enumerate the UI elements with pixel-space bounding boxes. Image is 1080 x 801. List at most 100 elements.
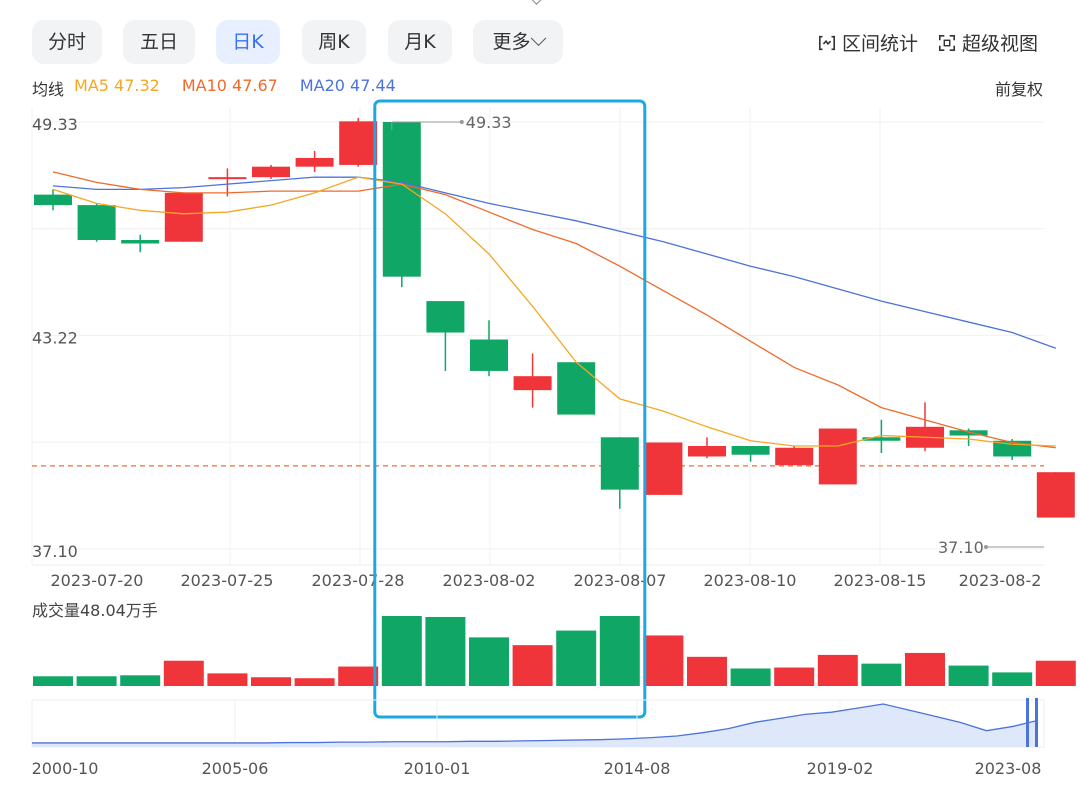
volume-bar — [512, 645, 553, 686]
super-view-label: 超级视图 — [962, 33, 1039, 55]
tab-label: 更多 — [492, 31, 531, 53]
volume-bar — [730, 668, 771, 686]
candle-body — [1036, 472, 1075, 518]
volume-bar — [469, 637, 509, 686]
x-tick-label: 2023-07-25 — [181, 571, 274, 590]
volume-bar — [338, 666, 379, 686]
overview-x-label: 2005-06 — [202, 759, 269, 778]
tab-five-day[interactable]: 五日 — [123, 20, 195, 64]
x-tick-label: 2023-07-28 — [312, 571, 405, 590]
candle-body — [208, 177, 247, 180]
bracket-wave-icon — [818, 35, 836, 50]
candle-body — [382, 122, 421, 277]
volume-label: 成交量48.04万手 — [32, 601, 158, 620]
volume-bar — [251, 677, 291, 686]
volume-bar — [948, 665, 989, 686]
max-price-annotation: 49.33 — [466, 113, 512, 132]
volume-bar — [861, 663, 902, 686]
overview-area — [32, 704, 1038, 747]
candle-body — [121, 240, 160, 244]
volume-bar — [381, 616, 422, 686]
volume-bar — [163, 660, 204, 686]
overview-x-label: 2023-08 — [975, 759, 1042, 778]
overview-x-label: 2014-08 — [604, 759, 671, 778]
interval-stats-label: 区间统计 — [842, 33, 919, 55]
ma10-line — [52, 171, 1056, 449]
volume-bar — [33, 676, 73, 686]
volume-bar — [992, 672, 1033, 686]
volume-bar — [425, 616, 466, 686]
volume-bar — [207, 673, 248, 686]
ma20-legend: MA20 47.44 — [299, 76, 396, 95]
volume-bar — [643, 635, 684, 686]
x-tick-label: 2023-08-07 — [574, 571, 667, 590]
candle-body — [34, 194, 72, 206]
tab-monthly-k[interactable]: 月K — [388, 20, 452, 64]
volume-bar — [817, 654, 858, 686]
super-view-button[interactable]: 超级视图 — [938, 29, 1038, 56]
overview-handle-right — [1035, 698, 1038, 747]
price-adjust-toggle[interactable]: 前复权 — [995, 76, 1043, 100]
tab-label: 日K — [232, 31, 264, 53]
tab-weekly-k[interactable]: 周K — [302, 20, 366, 64]
x-tick-label: 2023-07-20 — [51, 571, 144, 590]
volume-bar — [294, 678, 335, 686]
ma5-line — [52, 176, 1056, 447]
min-price-annotation: 37.10 — [938, 538, 984, 557]
tab-daily-k[interactable]: 日K — [216, 20, 280, 64]
price-adjust-label: 前复权 — [994, 80, 1043, 99]
price-axis-label-max: 49.33 — [32, 115, 78, 134]
max-annotation-dot — [459, 120, 464, 124]
tab-label: 分时 — [47, 31, 86, 53]
x-tick-label: 2023-08-10 — [704, 571, 797, 590]
volume-bar — [687, 656, 727, 686]
candle-body — [862, 437, 901, 441]
overview-x-label: 2019-02 — [807, 759, 874, 778]
volume-bar — [774, 667, 815, 686]
candle-body — [949, 430, 988, 436]
tab-label: 周K — [318, 31, 350, 53]
candle-body — [731, 446, 770, 455]
overview-x-label: 2010-01 — [404, 759, 471, 778]
volume-bar — [556, 630, 597, 686]
candle-body — [557, 362, 596, 415]
ma20-line — [52, 176, 1057, 349]
selection-highlight-box — [373, 99, 647, 719]
x-tick-label: 2023-08-2 — [959, 571, 1042, 590]
tab-more[interactable]: 更多 — [473, 20, 563, 64]
volume-bar — [905, 652, 945, 686]
candle-body — [252, 166, 290, 178]
candle-body — [818, 428, 857, 485]
overview-line — [32, 703, 1039, 744]
ma5-legend: MA5 47.32 — [74, 76, 160, 95]
candle-body — [77, 205, 116, 241]
candle-body — [164, 192, 203, 242]
overview-x-label: 2000-10 — [32, 759, 99, 778]
interval-stats-button[interactable]: 区间统计 — [818, 29, 918, 56]
candle-body — [600, 437, 639, 490]
volume-bar — [1035, 660, 1076, 686]
candle-body — [513, 376, 552, 391]
candle-body — [295, 157, 334, 167]
viewfinder-icon — [938, 34, 956, 51]
candle-body — [426, 301, 465, 333]
overview-handle-left — [1026, 698, 1029, 747]
price-axis-label-min: 37.10 — [32, 542, 78, 561]
candle-body — [644, 442, 683, 495]
tab-label: 五日 — [139, 31, 178, 53]
candle-body — [775, 447, 814, 466]
candle-body — [470, 339, 508, 371]
ma10-legend: MA10 47.67 — [181, 76, 278, 95]
candle-body — [688, 446, 726, 457]
tab-label: 月K — [404, 31, 436, 53]
volume-bar — [120, 675, 161, 686]
x-tick-label: 2023-08-02 — [443, 571, 536, 590]
candle-body — [339, 121, 378, 165]
price-axis-label-mid: 43.22 — [32, 328, 78, 347]
volume-bar — [599, 616, 640, 686]
tab-intraday[interactable]: 分时 — [32, 20, 102, 64]
volume-bar — [76, 676, 117, 686]
ma-legend-title: 均线 — [32, 80, 65, 99]
x-tick-label: 2023-08-15 — [834, 571, 927, 590]
